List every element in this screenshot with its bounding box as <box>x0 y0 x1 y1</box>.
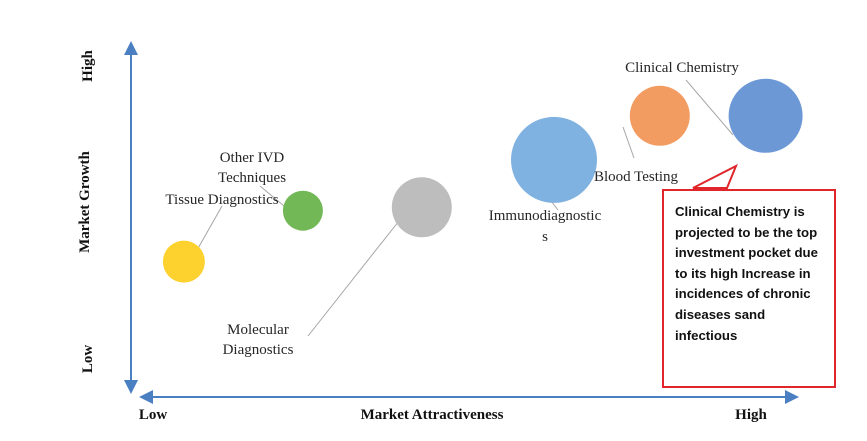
callout-pointer <box>692 163 738 189</box>
bubble-immunodiagnostics <box>511 116 597 203</box>
x-axis-title: Market Attractiveness <box>361 407 504 423</box>
bubble-blood-testing <box>629 85 690 146</box>
bubble-molecular-diagnostics <box>391 177 452 238</box>
annotation-text: Clinical Chemistry is projected to be th… <box>675 204 818 343</box>
bubble-other-ivd-techniques <box>282 190 323 231</box>
label-molecular-2: Diagnostics <box>223 342 294 358</box>
label-other-ivd-2: Techniques <box>218 170 286 186</box>
label-molecular-1: Molecular <box>227 322 289 338</box>
leader-blood-testing <box>622 126 635 159</box>
y-tick-low: Low <box>80 345 96 374</box>
bubble-tissue-diagnostics <box>162 240 205 283</box>
y-tick-high: High <box>80 50 96 82</box>
label-other-ivd-1: Other IVD <box>220 150 285 166</box>
label-clinical-chemistry: Clinical Chemistry <box>625 60 739 76</box>
leader-clinical-chemistry <box>685 79 734 136</box>
x-tick-low: Low <box>139 407 168 423</box>
label-immunodiagnostics-1: Immunodiagnostic <box>489 208 602 224</box>
annotation-callout: Clinical Chemistry is projected to be th… <box>662 189 836 388</box>
label-blood-testing: Blood Testing <box>594 169 679 185</box>
y-axis-title: Market Growth <box>77 150 93 252</box>
bubble-layer <box>162 78 803 283</box>
label-tissue-diagnostics: Tissue Diagnostics <box>165 192 278 208</box>
label-immunodiagnostics-2: s <box>542 229 548 245</box>
bubble-clinical-chemistry <box>728 78 803 153</box>
x-tick-high: High <box>735 407 767 423</box>
leader-molecular-diagnostics <box>307 211 407 337</box>
